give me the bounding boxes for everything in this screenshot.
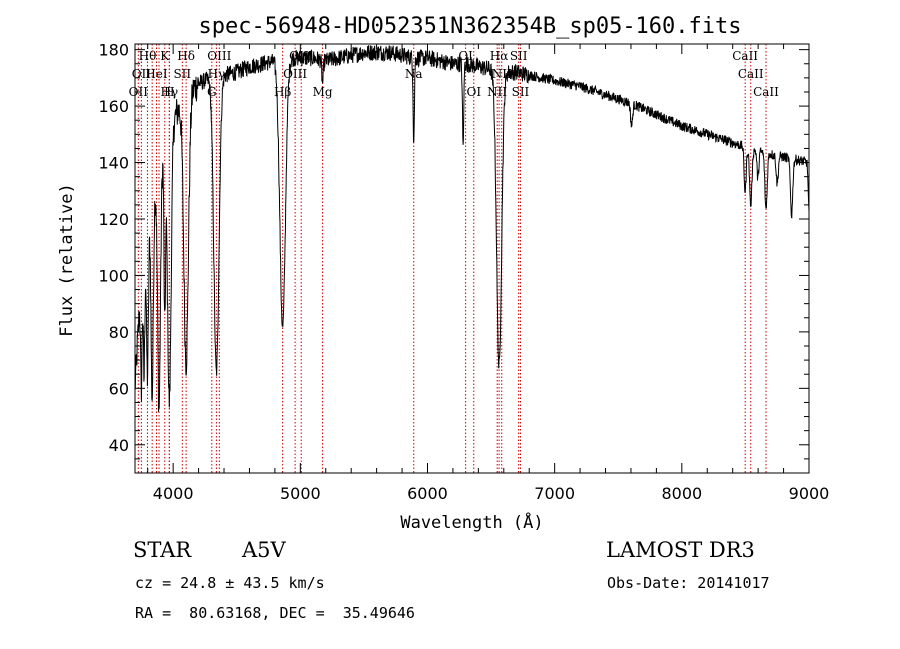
line-marker-label: K [160, 49, 170, 63]
y-tick-label: 60 [109, 379, 129, 398]
line-marker-label: CaII [732, 49, 758, 63]
obs-date: Obs-Date: 20141017 [607, 574, 770, 592]
line-marker-label: SII [173, 67, 191, 81]
object-class: STAR [133, 538, 192, 562]
line-marker-label: OI [458, 49, 473, 63]
plot-frame [134, 43, 810, 474]
line-marker-label: Mg [313, 85, 333, 99]
line-markers [137, 44, 767, 473]
coordinates: RA = 80.63168, DEC = 35.49646 [135, 604, 415, 622]
line-marker-label: H [164, 85, 174, 99]
x-tick-label: 7000 [534, 484, 575, 503]
line-marker-label: CaII [738, 67, 764, 81]
line-marker-label: CaII [753, 85, 779, 99]
line-marker-label: OIII [283, 67, 307, 81]
line-marker-label: OI [466, 85, 481, 99]
x-tick-label: 6000 [407, 484, 448, 503]
x-tick-label: 9000 [789, 484, 830, 503]
y-tick-label: 180 [98, 41, 129, 60]
line-marker-label: SII [512, 85, 530, 99]
chart-title: spec-56948-HD052351N362354B_sp05-160.fit… [198, 14, 741, 39]
y-axis-label: Flux (relative) [57, 183, 77, 337]
line-marker-label: HeI [145, 67, 168, 81]
y-tick-label: 160 [98, 97, 129, 116]
line-marker-label: SII [510, 49, 528, 63]
line-marker-label: Hγ [161, 85, 179, 99]
line-marker-labels: OIIOIIHθHeIKHHγSIIHδGHγOIIIHβOIIIOIIIMgN… [129, 49, 780, 99]
y-tick-label: 140 [98, 154, 129, 173]
line-marker-label: Hγ [208, 67, 226, 81]
y-tick-label: 100 [98, 266, 129, 285]
axis-ticks: 4000 5000 6000 7000 8000 9000 40 60 80 100 120 140 1… [98, 41, 829, 503]
redshift-text: cz = 24.8 ± 43.5 km/s [135, 574, 325, 592]
line-marker-label: Na [405, 67, 423, 81]
line-marker-label: NII [487, 85, 507, 99]
line-marker-label: G [207, 85, 217, 99]
object-subclass: A5V [242, 538, 286, 562]
y-tick-label: 120 [98, 210, 129, 229]
line-marker-label: Hθ [139, 49, 157, 63]
survey-name: LAMOST DR3 [606, 538, 755, 562]
x-tick-label: 4000 [153, 484, 194, 503]
y-tick-label: 80 [109, 323, 129, 342]
x-axis-label: Wavelength (Å) [400, 511, 543, 533]
line-marker-label: Hδ [177, 49, 195, 63]
x-tick-label: 5000 [280, 484, 321, 503]
line-marker-label: Hβ [274, 85, 291, 99]
line-marker-label: OIII [207, 49, 231, 63]
x-tick-label: 8000 [661, 484, 702, 503]
y-tick-label: 40 [109, 436, 129, 455]
line-marker-label: Hα [490, 49, 509, 63]
spectrum-line [134, 45, 810, 412]
